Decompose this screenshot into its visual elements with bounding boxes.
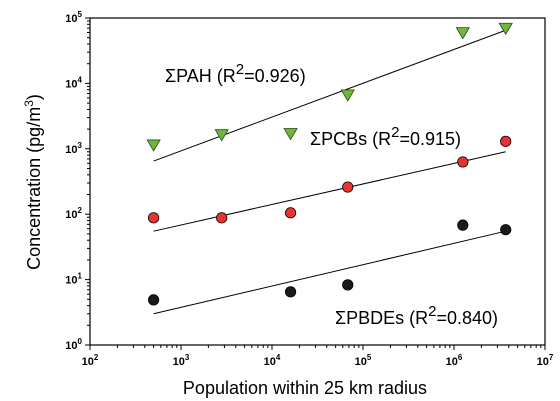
y-tick-label: 103 — [65, 141, 82, 156]
x-tick-label: 102 — [82, 353, 99, 368]
data-point — [342, 181, 354, 193]
regression-lines — [153, 29, 506, 315]
y-tick-label: 102 — [65, 206, 82, 221]
fit-line — [153, 151, 506, 232]
data-point — [284, 286, 297, 298]
y-tick-label: 100 — [65, 337, 82, 352]
data-point — [500, 224, 512, 236]
data-point — [342, 279, 354, 291]
series-label: ΣPBDEs (R2=0.840) — [335, 303, 498, 328]
x-tick-label: 103 — [173, 353, 190, 368]
data-point — [500, 135, 512, 147]
data-point — [146, 139, 161, 152]
x-tick-label: 107 — [537, 353, 554, 368]
series-label: ΣPAH (R2=0.926) — [165, 61, 306, 86]
data-point — [284, 207, 297, 219]
x-tick-label: 106 — [446, 353, 463, 368]
y-axis-title: Concentration (pg/m3) — [22, 94, 44, 270]
plot-frame — [89, 17, 546, 346]
y-tick-label: 101 — [65, 272, 82, 287]
x-axis-title: Population within 25 km radius — [183, 378, 427, 398]
data-point — [283, 128, 298, 141]
data-point — [340, 89, 355, 102]
fit-line — [153, 29, 506, 162]
data-point — [214, 129, 229, 142]
y-tick-label: 105 — [65, 10, 82, 25]
data-point — [457, 156, 469, 168]
series-label: ΣPCBs (R2=0.915) — [310, 124, 461, 149]
data-point — [216, 212, 228, 224]
data-point — [148, 212, 160, 224]
axes: 102 103 104 105 106 107 100 101 102 103 104 105 — [65, 10, 554, 368]
x-tick-label: 104 — [264, 353, 281, 368]
data-point — [148, 294, 160, 306]
fit-line — [153, 230, 506, 315]
y-tick-label: 104 — [65, 75, 82, 90]
x-tick-label: 105 — [355, 353, 372, 368]
data-point — [457, 219, 469, 231]
data-point — [498, 22, 513, 36]
series-labels: ΣPAH (R2=0.926) ΣPCBs (R2=0.915) ΣPBDEs (R… — [165, 61, 498, 328]
data-point — [455, 27, 471, 40]
data-points — [146, 22, 513, 306]
